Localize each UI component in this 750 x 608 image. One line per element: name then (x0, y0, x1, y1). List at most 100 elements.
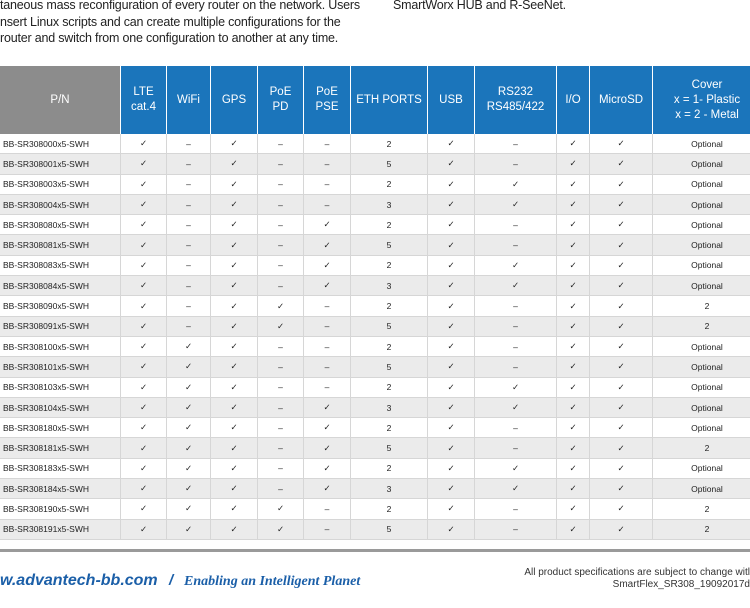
table-cell: – (474, 295, 557, 317)
table-cell: ✓ (427, 255, 475, 277)
intro-left: taneous mass reconfiguration of every ro… (0, 0, 360, 47)
table-cell: BB-SR308080x5-SWH (0, 214, 121, 236)
table-row: BB-SR308101x5-SWH ✓ ✓ ✓ – –5 ✓ – ✓ ✓ Optional (0, 356, 750, 378)
table-cell: ✓ (257, 316, 304, 337)
table-cell: Optional (652, 458, 750, 480)
table-cell: ✓ (166, 356, 211, 378)
table-cell: 2 (350, 255, 428, 277)
table-cell: ✓ (210, 356, 258, 378)
table-cell: – (166, 275, 211, 297)
table-row: BB-SR308183x5-SWH ✓ ✓ ✓ – ✓ 2 ✓ ✓ ✓ ✓ Optional (0, 458, 750, 480)
table-cell: ✓ (166, 437, 211, 459)
table-cell: – (303, 134, 351, 155)
table-cell: – (257, 275, 304, 297)
table-cell: ✓ (120, 275, 167, 297)
table-cell: ✓ (427, 356, 475, 378)
table-cell: ✓ (120, 458, 167, 480)
table-cell: ✓ (166, 417, 211, 439)
table-cell: Optional (652, 417, 750, 439)
table-row: BB-SR308184x5-SWH ✓ ✓ ✓ – ✓ 3 ✓ ✓ ✓ ✓ Optional (0, 478, 750, 500)
header-cell: USB (427, 66, 475, 134)
header-cell: I/O (556, 66, 590, 134)
table-cell: Optional (652, 377, 750, 398)
table-cell: ✓ (166, 397, 211, 419)
table-cell: – (474, 316, 557, 337)
table-cell: ✓ (120, 356, 167, 378)
table-cell: 2 (652, 316, 750, 337)
table-cell: ✓ (589, 153, 653, 175)
intro-right: SmartWorx HUB and R-SeeNet. (393, 0, 566, 14)
table-cell: 2 (350, 336, 428, 358)
table-cell: ✓ (210, 255, 258, 277)
table-cell: – (166, 134, 211, 155)
table-cell: 3 (350, 275, 428, 297)
table-cell: ✓ (257, 498, 304, 520)
table-cell: BB-SR308101x5-SWH (0, 356, 121, 378)
intro-line: router and switch from one configuration… (0, 31, 339, 45)
table-cell: ✓ (210, 275, 258, 297)
table-cell: ✓ (210, 174, 258, 195)
table-cell: ✓ (556, 255, 590, 277)
header-cell: ETH PORTS (350, 66, 428, 134)
table-row: BB-SR308180x5-SWH ✓ ✓ ✓ – ✓ 2 ✓ – ✓ ✓ Optional (0, 417, 750, 439)
table-cell: – (303, 377, 351, 398)
table-cell: Optional (652, 234, 750, 256)
table-cell: ✓ (556, 234, 590, 256)
table-cell: 3 (350, 478, 428, 500)
table-cell: ✓ (166, 377, 211, 398)
table-cell: ✓ (427, 519, 475, 540)
table-cell: 5 (350, 519, 428, 540)
table-cell: ✓ (427, 336, 475, 358)
table-cell: BB-SR308103x5-SWH (0, 377, 121, 398)
table-cell: ✓ (166, 519, 211, 540)
table-cell: ✓ (210, 234, 258, 256)
table-cell: – (474, 356, 557, 378)
table-cell: ✓ (210, 417, 258, 439)
footer-separator: / (169, 572, 174, 589)
table-cell: ✓ (427, 134, 475, 155)
table-cell: – (474, 134, 557, 155)
table-cell: 2 (350, 214, 428, 236)
table-cell: – (166, 234, 211, 256)
table-cell: ✓ (120, 153, 167, 175)
table-cell: – (166, 316, 211, 337)
table-cell: 5 (350, 153, 428, 175)
table-cell: – (257, 478, 304, 500)
table-cell: – (303, 194, 351, 216)
table-cell: Optional (652, 174, 750, 195)
table-cell: 2 (350, 498, 428, 520)
table-cell: BB-SR308181x5-SWH (0, 437, 121, 459)
footer-rule (0, 549, 750, 552)
table-cell: BB-SR308081x5-SWH (0, 234, 121, 256)
table-cell: – (303, 498, 351, 520)
table-cell: ✓ (427, 498, 475, 520)
table-cell: ✓ (556, 519, 590, 540)
table-cell: – (166, 194, 211, 216)
table-cell: – (166, 174, 211, 195)
table-cell: ✓ (427, 458, 475, 480)
table-cell: ✓ (210, 478, 258, 500)
table-cell: 2 (350, 174, 428, 195)
table-cell: – (303, 356, 351, 378)
table-cell: ✓ (589, 316, 653, 337)
footer-tagline: Enabling an Intelligent Planet (184, 574, 361, 589)
table-cell: Optional (652, 194, 750, 216)
table-cell: BB-SR308084x5-SWH (0, 275, 121, 297)
table-cell: BB-SR308190x5-SWH (0, 498, 121, 520)
table-cell: 5 (350, 356, 428, 378)
table-cell: ✓ (556, 134, 590, 155)
table-cell: ✓ (427, 275, 475, 297)
table-cell: ✓ (474, 194, 557, 216)
table-cell: BB-SR308091x5-SWH (0, 316, 121, 337)
table-cell: ✓ (589, 498, 653, 520)
table-cell: ✓ (556, 397, 590, 419)
table-cell: 2 (350, 134, 428, 155)
table-cell: ✓ (474, 397, 557, 419)
table-cell: BB-SR308001x5-SWH (0, 153, 121, 175)
table-cell: BB-SR308191x5-SWH (0, 519, 121, 540)
table-cell: ✓ (589, 194, 653, 216)
table-cell: – (257, 234, 304, 256)
table-cell: ✓ (210, 214, 258, 236)
table-cell: ✓ (427, 295, 475, 317)
table-cell: 3 (350, 397, 428, 419)
